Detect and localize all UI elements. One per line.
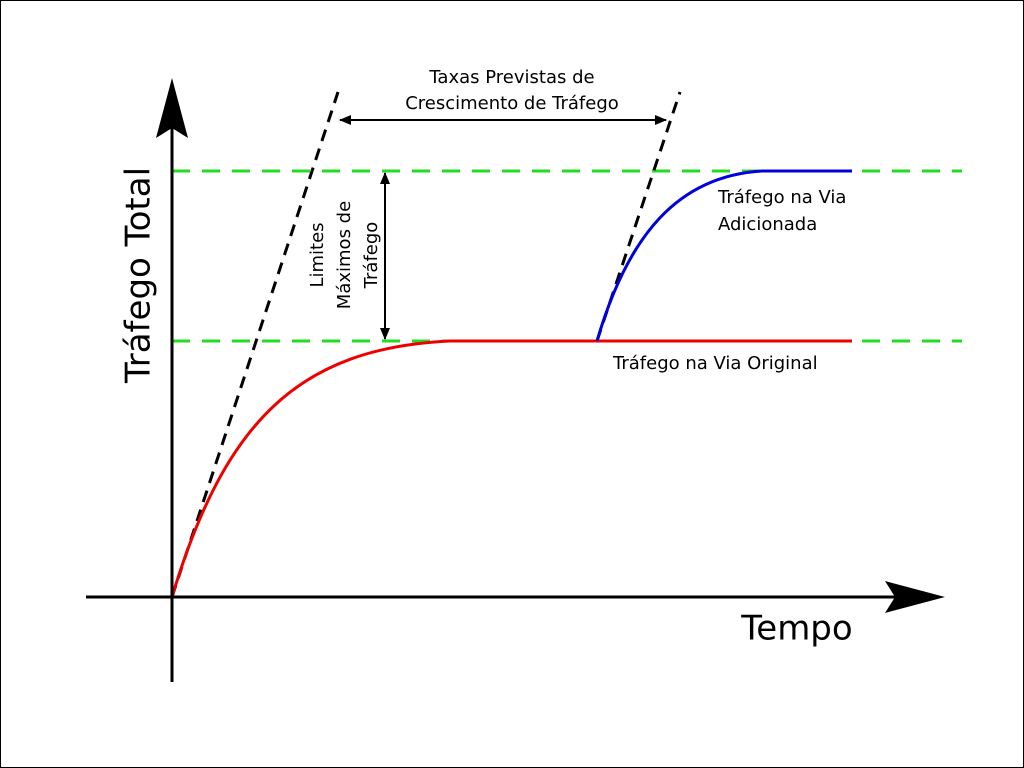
- original-curve: [170, 339, 852, 598]
- y-arrowhead: [156, 78, 188, 138]
- x-arrowhead: [885, 581, 945, 613]
- added-curve: [595, 169, 852, 342]
- y-axis-label: Tráfego Total: [119, 167, 159, 384]
- x-axis-label: Tempo: [740, 609, 852, 649]
- curve-label: Adicionada: [718, 214, 817, 235]
- growth-rate-line: [170, 91, 340, 598]
- curve-label: Tráfego na Via Original: [612, 353, 818, 374]
- annotation: Máximos de: [334, 201, 355, 309]
- annotation: Tráfego: [361, 222, 382, 290]
- annotation: Crescimento de Tráfego: [405, 93, 619, 114]
- annotation: Limites: [307, 222, 328, 287]
- curve-label: Tráfego na Via: [717, 187, 846, 208]
- annotation: Taxas Previstas de: [428, 67, 594, 88]
